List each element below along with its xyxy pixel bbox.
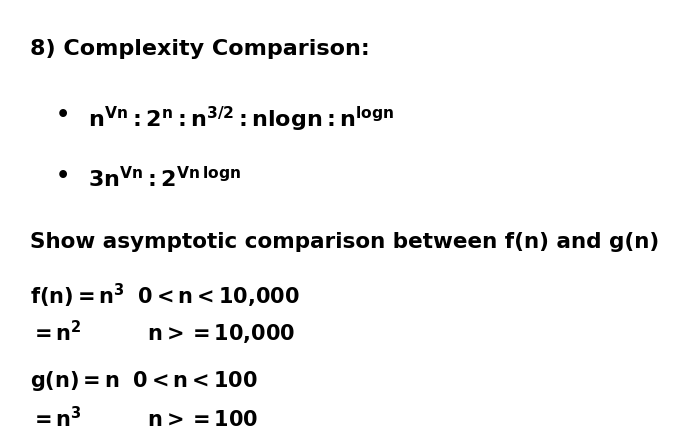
Text: 8) Complexity Comparison:: 8) Complexity Comparison: xyxy=(30,39,370,59)
Text: $\mathbf{g(n) = n}$  $\mathbf{0 < n < 100}$: $\mathbf{g(n) = n}$ $\mathbf{0 < n < 100… xyxy=(30,369,258,393)
Text: $\mathbf{f(n) = n^3}$  $\mathbf{0 < n < 10{,}000}$: $\mathbf{f(n) = n^3}$ $\mathbf{0 < n < 1… xyxy=(30,282,300,310)
Text: $\mathbf{= n^2}$          $\mathbf{n >= 10{,}000}$: $\mathbf{= n^2}$ $\mathbf{n >= 10{,}000}… xyxy=(30,319,295,347)
Text: $\mathbf{= n^3}$          $\mathbf{n >= 100}$: $\mathbf{= n^3}$ $\mathbf{n >= 100}$ xyxy=(30,406,258,432)
Text: $\mathbf{3n^{Vn}  :  2^{Vn\, logn}}$: $\mathbf{3n^{Vn} : 2^{Vn\, logn}}$ xyxy=(88,166,241,191)
Text: $\mathbf{n^{Vn} : 2^{n} :  n^{3/2} : nlogn :  n^{logn}}$: $\mathbf{n^{Vn} : 2^{n} : n^{3/2} : nlog… xyxy=(88,105,394,134)
Text: •: • xyxy=(56,105,70,125)
Text: •: • xyxy=(56,166,70,186)
Text: Show asymptotic comparison between f(n) and g(n): Show asymptotic comparison between f(n) … xyxy=(30,232,659,252)
